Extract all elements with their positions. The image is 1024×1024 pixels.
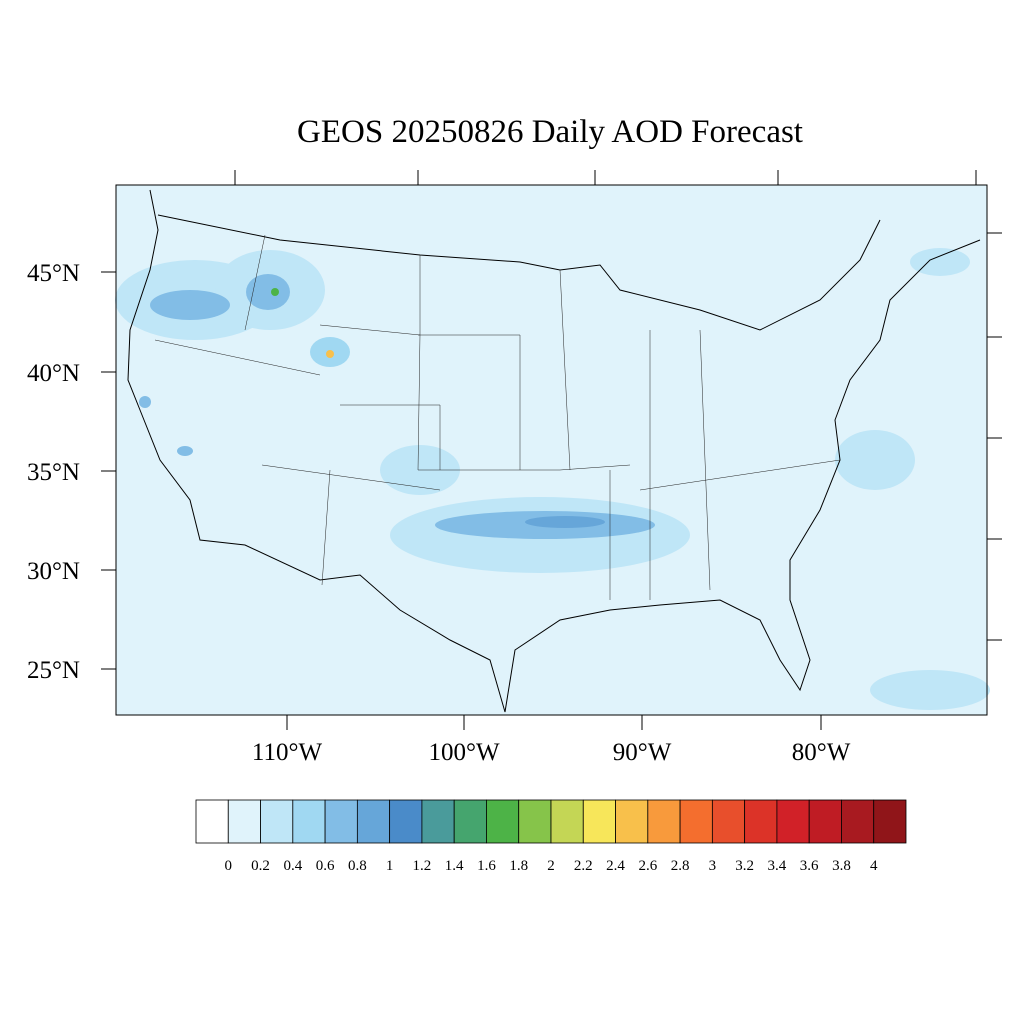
colorbar-box bbox=[679, 799, 713, 844]
colorbar-label: 4 bbox=[870, 858, 878, 874]
aod-field bbox=[115, 248, 990, 710]
colorbar-box bbox=[808, 799, 842, 844]
colorbar-box bbox=[615, 799, 649, 844]
lon-label: 100°W bbox=[428, 739, 499, 766]
colorbar-box bbox=[873, 799, 907, 844]
colorbar-box bbox=[324, 799, 358, 844]
colorbar-box bbox=[486, 799, 520, 844]
colorbar-label: 2.2 bbox=[574, 858, 593, 874]
lat-label: 45°N bbox=[27, 260, 80, 287]
colorbar-label: 3.4 bbox=[768, 858, 787, 874]
colorbar-label: 2.8 bbox=[671, 858, 690, 874]
state-lines bbox=[154, 234, 841, 600]
colorbar-box bbox=[582, 799, 616, 844]
map bbox=[115, 185, 990, 715]
colorbar-label: 1.8 bbox=[509, 858, 528, 874]
colorbar-label: 1 bbox=[386, 858, 394, 874]
lon-label: 80°W bbox=[792, 739, 851, 766]
colorbar-label: 0.6 bbox=[316, 858, 335, 874]
colorbar-box bbox=[292, 799, 326, 844]
coastline bbox=[127, 189, 981, 713]
colorbar-label: 1.2 bbox=[413, 858, 432, 874]
lon-label: 90°W bbox=[613, 739, 672, 766]
colorbar-label: 3.8 bbox=[832, 858, 851, 874]
lat-label: 30°N bbox=[27, 558, 80, 585]
colorbar-box bbox=[550, 799, 584, 844]
colorbar-box bbox=[647, 799, 681, 844]
colorbar-label: 0.2 bbox=[251, 858, 270, 874]
colorbar-label: 0.8 bbox=[348, 858, 367, 874]
colorbar-box bbox=[356, 799, 391, 844]
colorbar-label: 3.2 bbox=[735, 858, 754, 874]
colorbar-box bbox=[195, 799, 229, 844]
border bbox=[157, 214, 881, 331]
colorbar-label: 1.4 bbox=[445, 858, 464, 874]
colorbar-label: 3.6 bbox=[800, 858, 819, 874]
colorbar-label: 0.4 bbox=[283, 858, 302, 874]
colorbar-label: 2 bbox=[547, 858, 555, 874]
colorbar-box bbox=[744, 799, 778, 844]
colorbar-box bbox=[260, 799, 294, 844]
colorbar-label: 2.4 bbox=[606, 858, 625, 874]
colorbar-label: 3 bbox=[709, 858, 717, 874]
frame-ticks bbox=[234, 170, 1002, 641]
title: GEOS 20250826 Daily AOD Forecast bbox=[297, 114, 803, 150]
lat-label: 25°N bbox=[27, 657, 80, 684]
colorbar-label: 1.6 bbox=[477, 858, 496, 874]
colorbar-box bbox=[421, 799, 455, 844]
colorbar-box bbox=[227, 799, 261, 844]
lat-label: 40°N bbox=[27, 360, 80, 387]
map-frame bbox=[115, 184, 988, 716]
lat-label: 35°N bbox=[27, 459, 80, 486]
colorbar-box bbox=[711, 799, 746, 844]
colorbar-box bbox=[453, 799, 487, 844]
colorbar-box bbox=[389, 799, 423, 844]
lon-label: 110°W bbox=[252, 739, 323, 766]
colorbar-label: 0 bbox=[225, 858, 233, 874]
colorbar-box bbox=[518, 799, 552, 844]
colorbar-label: 2.6 bbox=[638, 858, 657, 874]
colorbar-box bbox=[776, 799, 810, 844]
colorbar-box bbox=[841, 799, 875, 844]
